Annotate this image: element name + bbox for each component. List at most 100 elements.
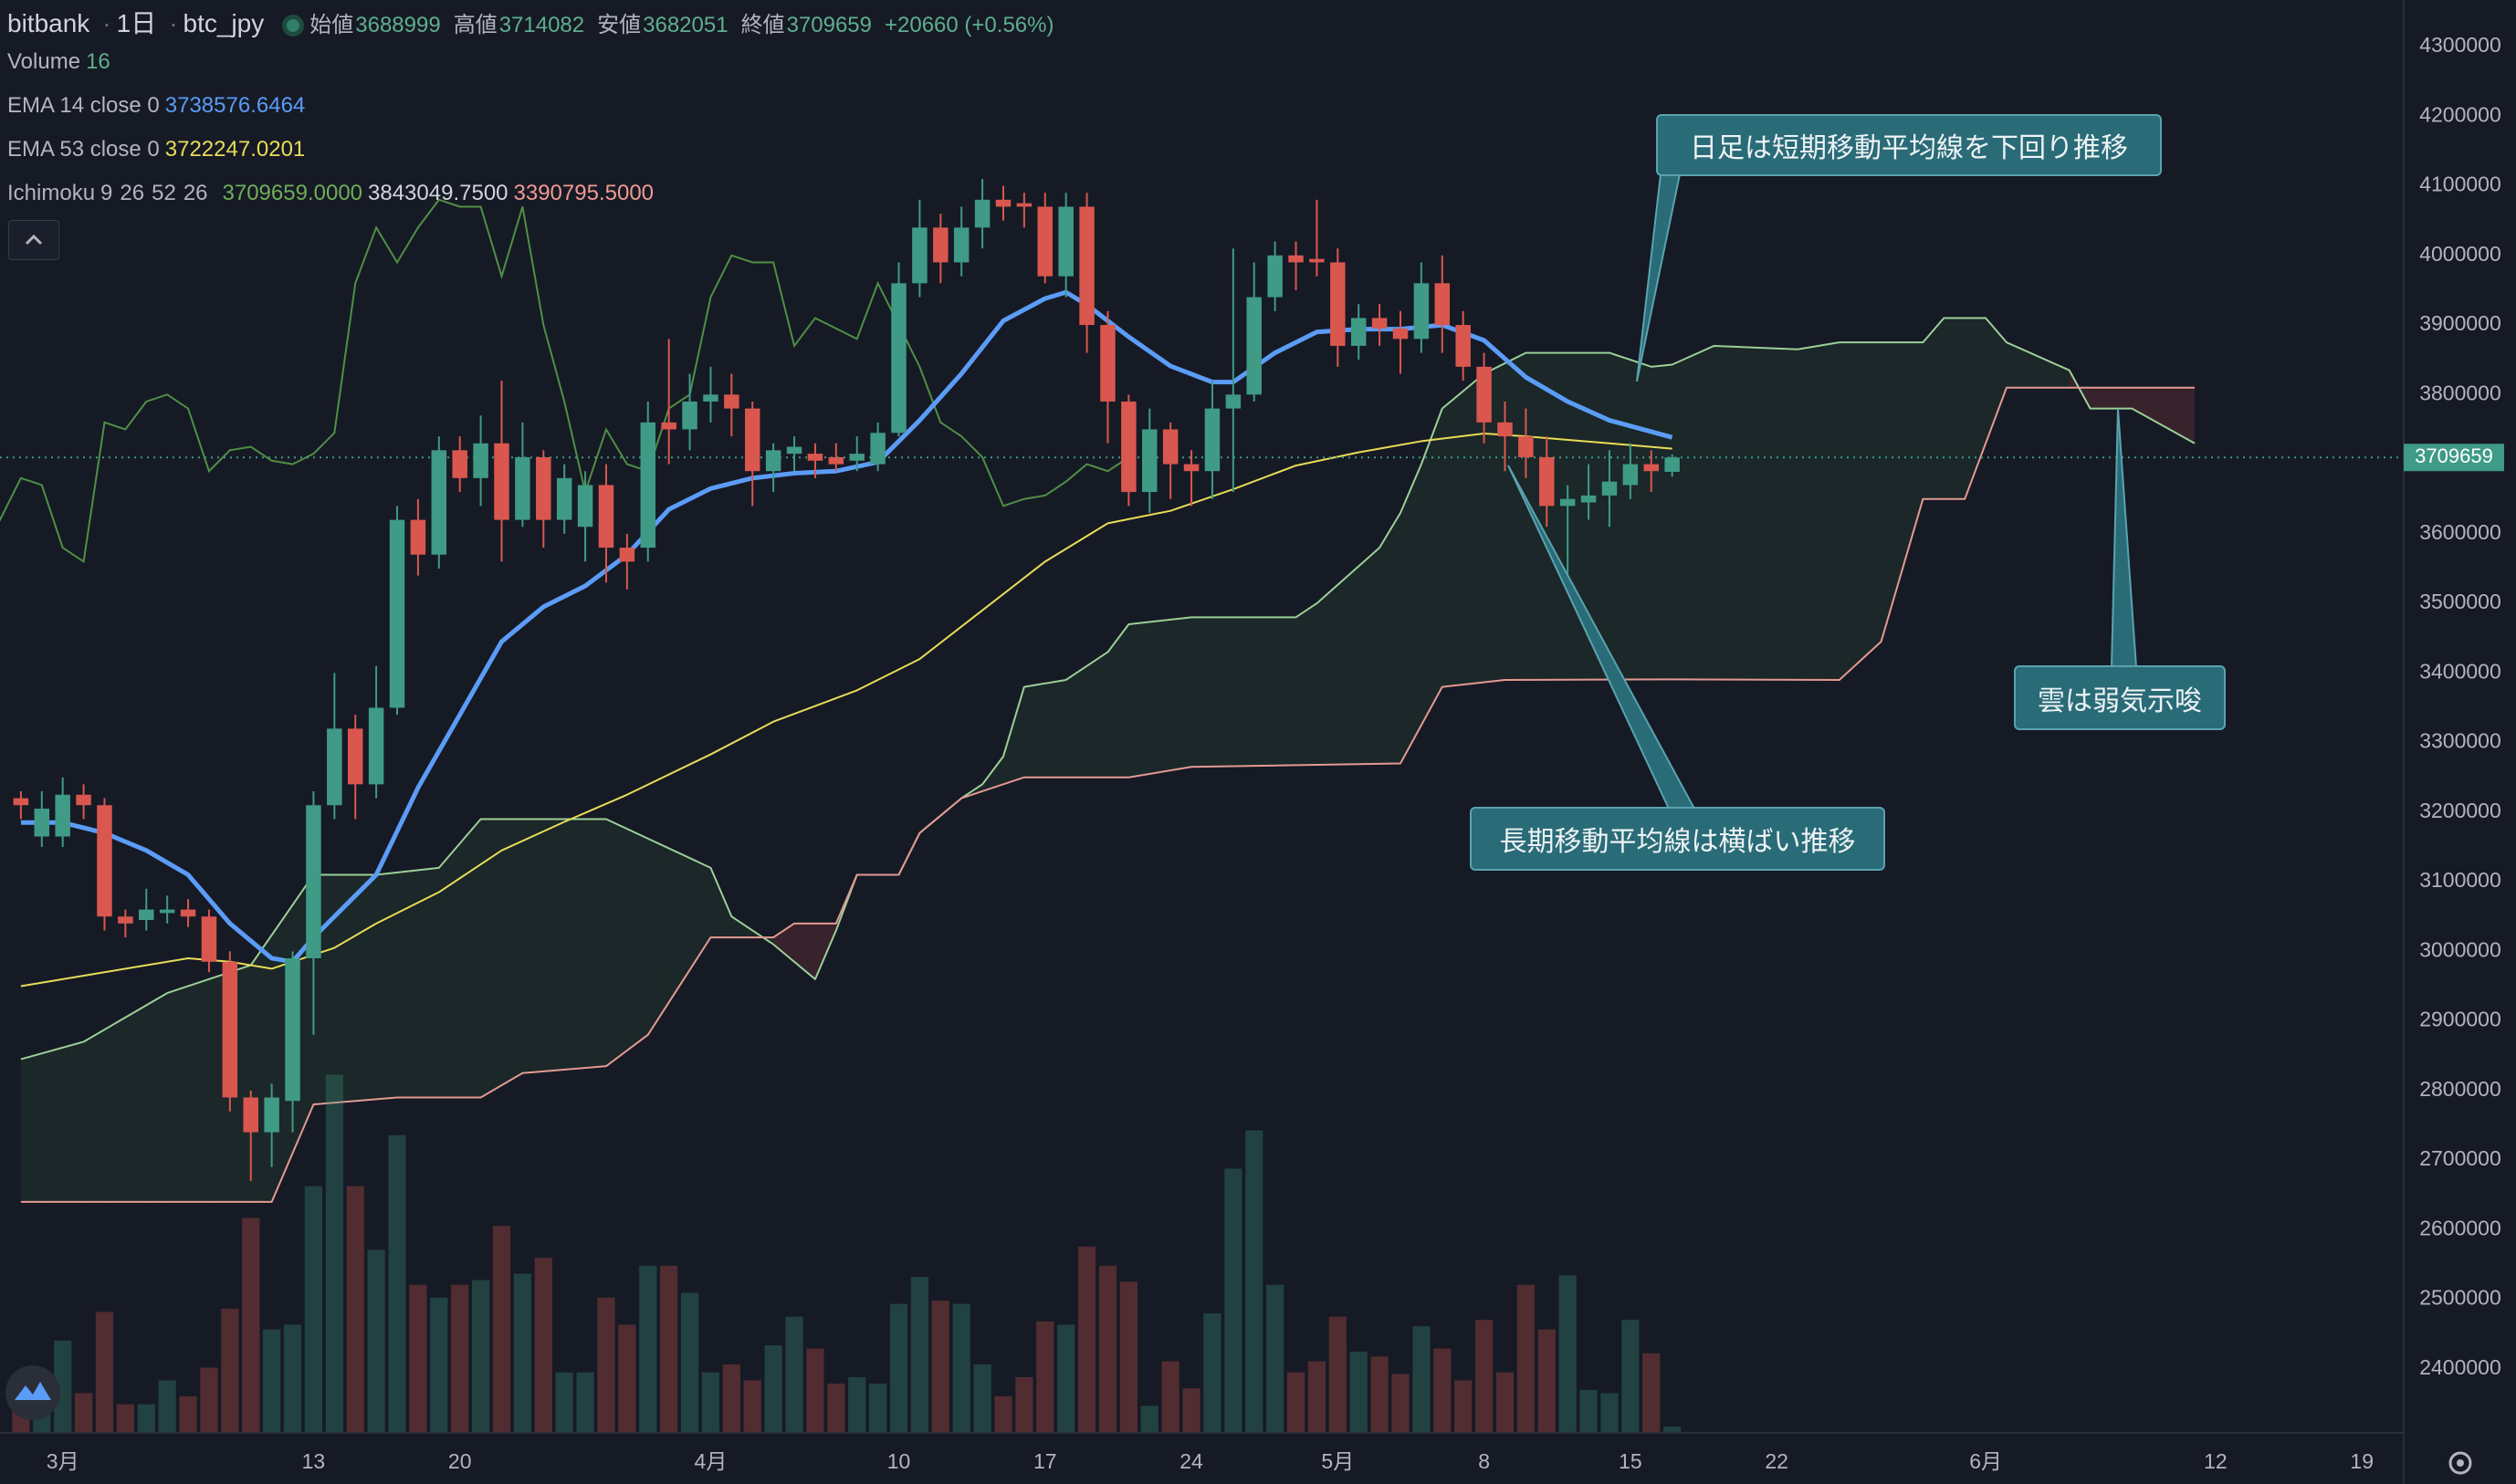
candle-body [849,454,865,461]
volume-bar [304,1186,323,1433]
candle-body [515,456,530,520]
logo-circle[interactable] [5,1365,60,1420]
annotation: 日足は短期移動平均線を下回り推移 [1656,114,2162,176]
volume-layer [12,1074,1682,1433]
volume-bar [994,1395,1012,1433]
x-tick-label: 10 [887,1449,911,1473]
y-tick-label: 4100000 [2419,172,2501,196]
volume-bar [680,1292,699,1433]
y-tick-label: 2500000 [2419,1286,2501,1310]
candle-body [1016,203,1033,207]
cloud-fill [1483,363,1505,683]
logo-icon[interactable] [15,1382,51,1400]
volume-bar [179,1395,197,1433]
volume-bar [1098,1265,1117,1433]
candle-body [765,450,781,472]
candle-body [974,199,991,228]
cloud-fill [376,872,398,1100]
y-tick-label: 2900000 [2419,1008,2501,1031]
lagging-span [0,198,1129,564]
y-tick-label: 3600000 [2419,520,2501,544]
cloud-fill [1128,622,1150,778]
candle-body [180,909,196,917]
ohlc-label: 始値 [309,13,354,37]
legend-name: Ichimoku [7,181,96,205]
cloud-fill [397,870,418,1098]
cloud-fill [1316,584,1338,765]
cloud-fill [1756,347,1777,680]
volume-bar [1433,1348,1452,1433]
cloud-fill [459,819,481,1098]
candle-body [118,916,133,924]
y-tick-label: 2800000 [2419,1077,2501,1101]
candle-body [640,422,656,549]
volume-bar [1245,1130,1263,1433]
volume-bar [1474,1320,1494,1433]
legend-name: Volume [7,49,81,74]
volume-bar [409,1284,427,1433]
candle-body [786,446,802,455]
cloud-fill [188,978,209,1202]
interval[interactable]: 1日 [116,9,157,37]
candle-body [1392,328,1409,340]
volume-bar [1119,1281,1137,1433]
volume-bar [1642,1353,1661,1433]
candle-body [1204,408,1221,472]
cloud-fill [668,848,690,1003]
chevron[interactable] [25,234,43,246]
y-tick-label: 4000000 [2419,242,2501,266]
cloud-fill [1170,617,1192,771]
ohlc-value: 3688999 [355,13,441,37]
candle-body [13,798,29,806]
volume-bar [1412,1326,1431,1433]
x-tick-label: 19 [2350,1449,2374,1473]
volume-bar [910,1277,929,1433]
candle-body [598,485,614,549]
candle-body [1413,283,1430,340]
candle-body [661,422,676,430]
legend-value: 3390795.5000 [513,181,655,205]
volume-bar [1516,1284,1535,1433]
status-dot [282,14,305,37]
cloud-fill [104,1017,126,1202]
symbol[interactable]: btc_jpy [183,9,265,37]
cloud-fill [982,756,1003,791]
volume-bar [1621,1320,1640,1433]
volume-bar [534,1258,552,1433]
cloud-fill [2027,351,2049,388]
cloud-fill [689,858,711,970]
annotation: 長期移動平均線は横ばい推移 [1470,807,1885,871]
ichimoku-legend: Ichimoku 9 26 52 26 3709659.0000 3843049.7500 3… [7,181,659,206]
callout-pointer [1636,173,1682,382]
cloud-fill [62,1041,84,1202]
candle-body [1350,318,1367,346]
volume-bar [1349,1352,1368,1433]
cloud-fill [1441,391,1463,687]
gear-icon[interactable] [2448,1451,2472,1475]
x-tick-label: 24 [1179,1449,1203,1473]
y-tick-label: 3800000 [2419,381,2501,404]
candle-body [306,805,321,958]
candle-layer [13,178,1680,1181]
legend-value: 3738576.6464 [164,93,306,118]
settings-button[interactable] [2448,1451,2472,1475]
annotation-text: 雲は弱気示唆 [2038,685,2202,716]
logo[interactable] [5,1365,60,1420]
chevron-icon[interactable] [9,221,58,259]
volume-bar [1537,1329,1556,1433]
cloud-layer [20,317,2196,1203]
collapse-legend-button[interactable] [8,220,59,260]
candle-body [1559,498,1576,507]
x-tick-label: 5月 [1321,1449,1354,1473]
candle-body [933,227,949,263]
gear-center[interactable] [2457,1459,2464,1467]
cloud-fill [1860,342,1882,661]
volume-bar [1328,1316,1347,1433]
candle-body [1434,283,1451,326]
volume-bar [346,1186,364,1433]
volume-bar [869,1383,887,1433]
cloud-fill [146,993,168,1202]
cloud-fill [167,986,189,1202]
candle-body [1183,464,1200,472]
